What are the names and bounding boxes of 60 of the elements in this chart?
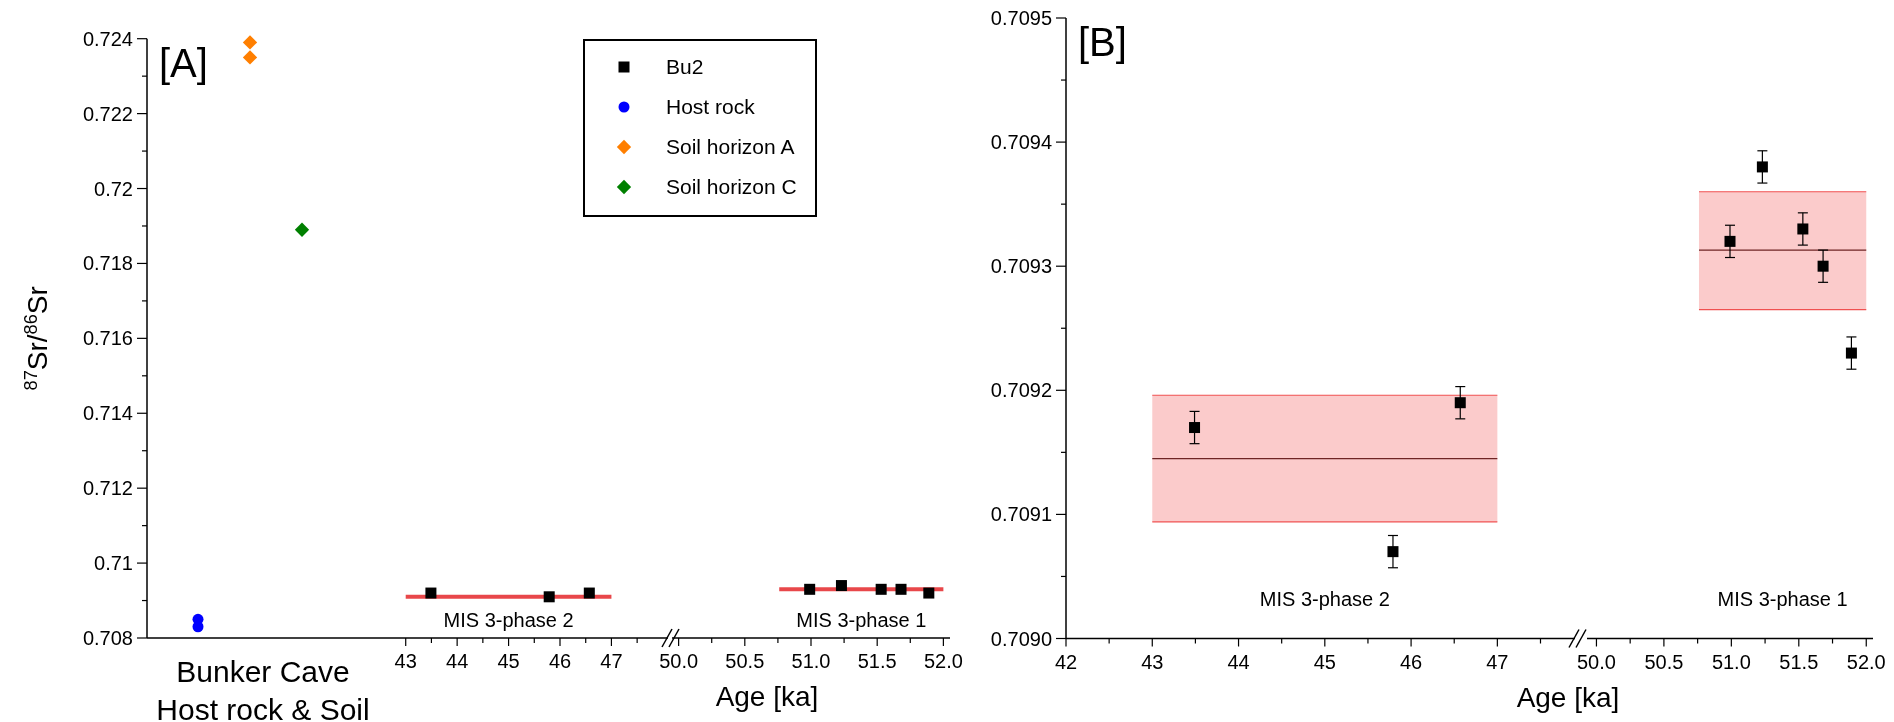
y-tick-label: 0.708 bbox=[82, 627, 133, 649]
x-tick-label: 47 bbox=[1486, 650, 1509, 673]
point bbox=[1845, 347, 1857, 359]
y-tick-label: 0.712 bbox=[82, 477, 133, 500]
x-tick-label: 43 bbox=[1141, 650, 1164, 673]
y-tick-label: 0.722 bbox=[82, 102, 133, 125]
x-tick-label: 51.0 bbox=[1711, 650, 1751, 673]
y-tick-label: 0.71 bbox=[94, 552, 133, 575]
y-tick-label: 0.718 bbox=[82, 252, 133, 275]
y-tick-label: 0.7094 bbox=[990, 131, 1052, 154]
point bbox=[294, 222, 310, 237]
y-tick-label: 0.7095 bbox=[990, 7, 1052, 29]
x-tick-label: 44 bbox=[446, 650, 469, 672]
x-tick-label: 45 bbox=[1313, 650, 1336, 673]
x-tick-label: 52.0 bbox=[923, 650, 963, 672]
point bbox=[1817, 260, 1829, 272]
point bbox=[1454, 397, 1466, 409]
point bbox=[1387, 546, 1399, 558]
x-axis-title: Age [ka] bbox=[715, 681, 819, 712]
y-tick-label: 0.714 bbox=[82, 402, 133, 425]
x-tick-label: 50.0 bbox=[659, 650, 699, 672]
x-axis-title: Bunker Cave Host rock & Soil bbox=[156, 655, 370, 722]
y-tick-label: 0.72 bbox=[94, 177, 133, 200]
x-tick-label: 50.5 bbox=[1644, 650, 1684, 673]
x-tick-label: 46 bbox=[1399, 650, 1423, 673]
chart-title: [A] bbox=[159, 40, 208, 85]
x-axis-title: Age [ka] bbox=[1516, 681, 1620, 713]
y-tick-label: 0.716 bbox=[82, 327, 133, 350]
legend-label: Bu2 bbox=[666, 55, 704, 79]
annotation: MIS 3-phase 1 bbox=[1717, 588, 1848, 610]
x-tick-label: 50.0 bbox=[1576, 650, 1616, 673]
x-tick-label: 51.5 bbox=[1779, 650, 1819, 673]
x-tick-label: 44 bbox=[1227, 650, 1250, 673]
point bbox=[1756, 161, 1768, 173]
x-tick-label: 51.0 bbox=[791, 650, 831, 672]
y-tick-label: 0.724 bbox=[82, 27, 133, 50]
chart-title: [B] bbox=[1078, 20, 1127, 64]
point bbox=[242, 50, 258, 65]
legend-label: Host rock bbox=[666, 95, 756, 119]
x-tick-label: 51.5 bbox=[857, 650, 897, 672]
y-tick-label: 0.7092 bbox=[990, 379, 1052, 402]
x-tick-label: 46 bbox=[548, 650, 572, 672]
point bbox=[1189, 422, 1201, 434]
legend-label: Soil horizon A bbox=[666, 135, 795, 159]
x-tick-label: 45 bbox=[497, 650, 520, 672]
x-tick-label: 50.5 bbox=[725, 650, 765, 672]
y-tick-label: 0.7090 bbox=[990, 627, 1052, 650]
x-tick-label: 43 bbox=[394, 650, 417, 672]
point bbox=[242, 35, 258, 50]
x-tick-label: 42 bbox=[1054, 650, 1078, 673]
point bbox=[1797, 223, 1809, 235]
annotation: MIS 3-phase 2 bbox=[443, 609, 574, 631]
annotation: MIS 3-phase 2 bbox=[1259, 588, 1390, 610]
legend-label: Soil horizon C bbox=[666, 175, 797, 199]
x-tick-label: 52.0 bbox=[1846, 650, 1886, 673]
point bbox=[1724, 235, 1736, 247]
y-tick-label: 0.7093 bbox=[990, 255, 1052, 278]
y-tick-label: 0.7091 bbox=[990, 503, 1052, 526]
annotation: MIS 3-phase 1 bbox=[796, 609, 927, 631]
x-tick-label: 47 bbox=[600, 650, 623, 672]
